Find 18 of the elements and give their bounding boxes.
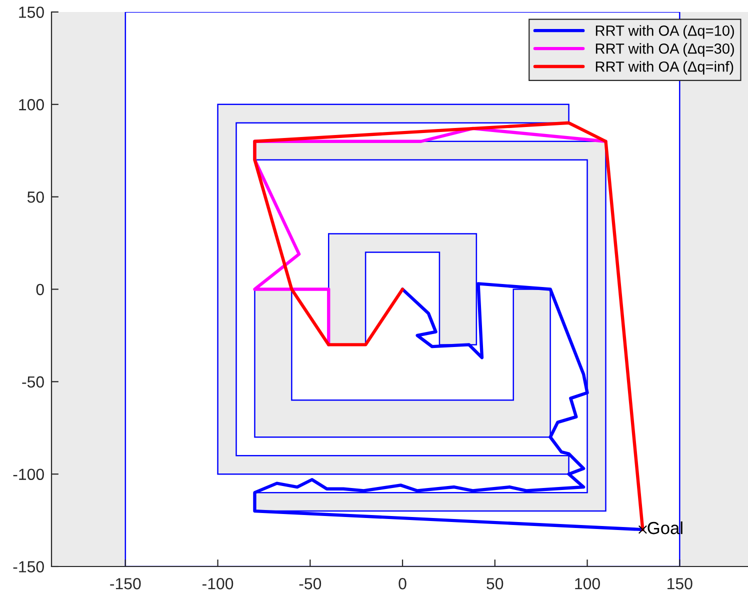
y-tick-label: 50	[27, 191, 44, 203]
y-tick-label: 150	[19, 6, 44, 18]
x-tick-label: 0	[398, 578, 406, 590]
legend-label: RRT with OA (Δq=30)	[596, 43, 734, 57]
line-series	[253, 121, 644, 532]
y-tick-label: -50	[22, 376, 44, 388]
legend-label: RRT with OA (Δq=inf)	[596, 61, 734, 75]
y-tick-label: 100	[19, 99, 44, 110]
y-tick-label: -150	[13, 561, 44, 572]
y-tick-label: 0	[36, 284, 44, 296]
x-tick-label: -100	[202, 578, 234, 590]
x-tick-label: 100	[575, 578, 600, 590]
x-tick-label: 150	[668, 578, 692, 590]
x-tick-label: -150	[110, 578, 141, 590]
legend-label: RRT with OA (Δq=10)	[596, 25, 734, 39]
x-tick-label: 50	[486, 578, 504, 590]
x-tick-label: -50	[299, 578, 322, 590]
y-tick-label: -100	[13, 468, 44, 480]
